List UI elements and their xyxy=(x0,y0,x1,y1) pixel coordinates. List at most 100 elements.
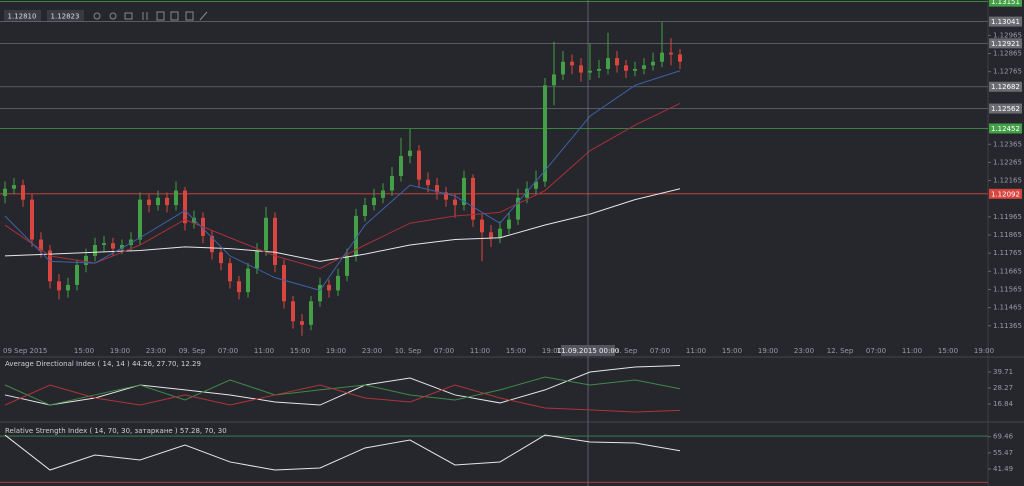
x-tick-label: 07:00 xyxy=(650,347,670,355)
candle-body xyxy=(246,268,250,293)
candle-body xyxy=(273,217,277,265)
candle-body xyxy=(237,281,241,293)
x-tick-label: 15:00 xyxy=(290,347,310,355)
bid-box xyxy=(4,10,41,22)
candle-body xyxy=(354,215,358,256)
settings[interactable] xyxy=(185,11,194,21)
candle-body xyxy=(381,190,385,198)
y-tick-label: 1.11665 xyxy=(993,267,1022,275)
x-tick-label: 11:00 xyxy=(470,347,490,355)
drawings[interactable] xyxy=(170,11,179,21)
candle-body xyxy=(21,185,25,200)
indicators[interactable] xyxy=(156,11,165,21)
candle-body xyxy=(660,52,664,62)
candle-body xyxy=(561,61,565,75)
candle-body xyxy=(453,199,457,206)
x-tick-label: 19:00 xyxy=(974,347,994,355)
candle-body xyxy=(426,179,430,186)
indicator-line xyxy=(4,70,681,291)
candle-body xyxy=(597,68,601,71)
candle-body xyxy=(651,61,655,66)
zoom-out[interactable] xyxy=(109,12,117,20)
candle-body xyxy=(462,177,466,206)
level-label: 1.13151 xyxy=(991,0,1020,6)
candle-body xyxy=(39,239,43,251)
x-tick-label: 07:00 xyxy=(866,347,886,355)
candle-body xyxy=(291,301,295,322)
candle-body xyxy=(48,250,52,282)
x-tick-label: 23:00 xyxy=(146,347,166,355)
level-label: 1.12921 xyxy=(991,40,1020,48)
level-label-box xyxy=(989,16,1022,27)
candle-body xyxy=(480,219,484,233)
x-tick-label: 23:00 xyxy=(794,347,814,355)
toolbar-icons[interactable] xyxy=(93,11,208,21)
y-tick-label: 16.84 xyxy=(993,400,1014,408)
candle-body xyxy=(93,245,97,256)
indicator-title: Relative Strength Index ( 14, 70, 30, за… xyxy=(5,427,227,435)
timeframe[interactable] xyxy=(124,12,133,20)
candle-body xyxy=(336,275,340,291)
crosshair-label: 11.09.2015 00:00 xyxy=(557,347,619,355)
x-tick-label: 11. Sep xyxy=(611,347,638,355)
zoom-in[interactable] xyxy=(93,12,101,20)
candle-body xyxy=(642,65,646,69)
candle-body xyxy=(534,181,538,189)
y-tick-label: 1.11965 xyxy=(993,213,1022,221)
candle-body xyxy=(669,52,673,55)
candle-body xyxy=(399,156,403,177)
candle-body xyxy=(678,54,682,62)
level-label: 1.12452 xyxy=(991,125,1020,133)
level-label: 1.12562 xyxy=(991,105,1020,113)
level-label: 1.12682 xyxy=(991,83,1020,91)
x-tick-label: 23:00 xyxy=(362,347,382,355)
candle-body xyxy=(507,219,511,229)
x-tick-label: 09 Sep 2015 xyxy=(3,347,47,355)
y-tick-label: 28.27 xyxy=(993,384,1013,392)
y-tick-label: 69.46 xyxy=(993,433,1014,441)
candle-body xyxy=(183,190,187,224)
x-tick-label: 19:00 xyxy=(110,347,130,355)
x-tick-label: 11:00 xyxy=(254,347,274,355)
x-tick-label: 15:00 xyxy=(74,347,94,355)
y-tick-label: 1.12765 xyxy=(993,68,1022,76)
candle-body xyxy=(3,188,7,196)
candle-body xyxy=(228,263,232,282)
level-label-box xyxy=(989,0,1022,7)
candle-body xyxy=(57,281,61,291)
x-tick-label: 07:00 xyxy=(434,347,454,355)
y-tick-label: 1.12265 xyxy=(993,158,1022,166)
candle-body xyxy=(192,217,196,224)
candle-body xyxy=(345,255,349,276)
x-tick-label: 15:00 xyxy=(938,347,958,355)
candle-body xyxy=(30,199,34,240)
candle-body xyxy=(525,188,529,198)
candle-body xyxy=(444,192,448,200)
candle-body xyxy=(372,197,376,206)
ask-box xyxy=(47,10,84,22)
chart-type[interactable] xyxy=(142,12,148,20)
candle-body xyxy=(624,65,628,71)
candle-body xyxy=(66,284,70,291)
draw-line[interactable] xyxy=(199,11,208,21)
y-tick-label: 1.11565 xyxy=(993,285,1022,293)
bid-price: 1.12810 xyxy=(8,13,37,21)
level-label-box xyxy=(989,188,1022,199)
candle-body xyxy=(552,74,556,86)
level-label-box xyxy=(989,81,1022,92)
y-tick-label: 1.12365 xyxy=(993,140,1022,148)
x-tick-label: 15:00 xyxy=(722,347,742,355)
indicator-line xyxy=(4,376,681,406)
candle-body xyxy=(219,252,223,264)
candle-body xyxy=(516,197,520,220)
x-tick-label: 19:00 xyxy=(542,347,562,355)
candle-body xyxy=(174,190,178,206)
candle-body xyxy=(633,68,637,71)
candle-body xyxy=(75,264,79,285)
y-tick-label: 39.71 xyxy=(993,368,1013,376)
candle-body xyxy=(282,264,286,302)
level-label-box xyxy=(989,103,1022,114)
candle-body xyxy=(84,255,88,265)
